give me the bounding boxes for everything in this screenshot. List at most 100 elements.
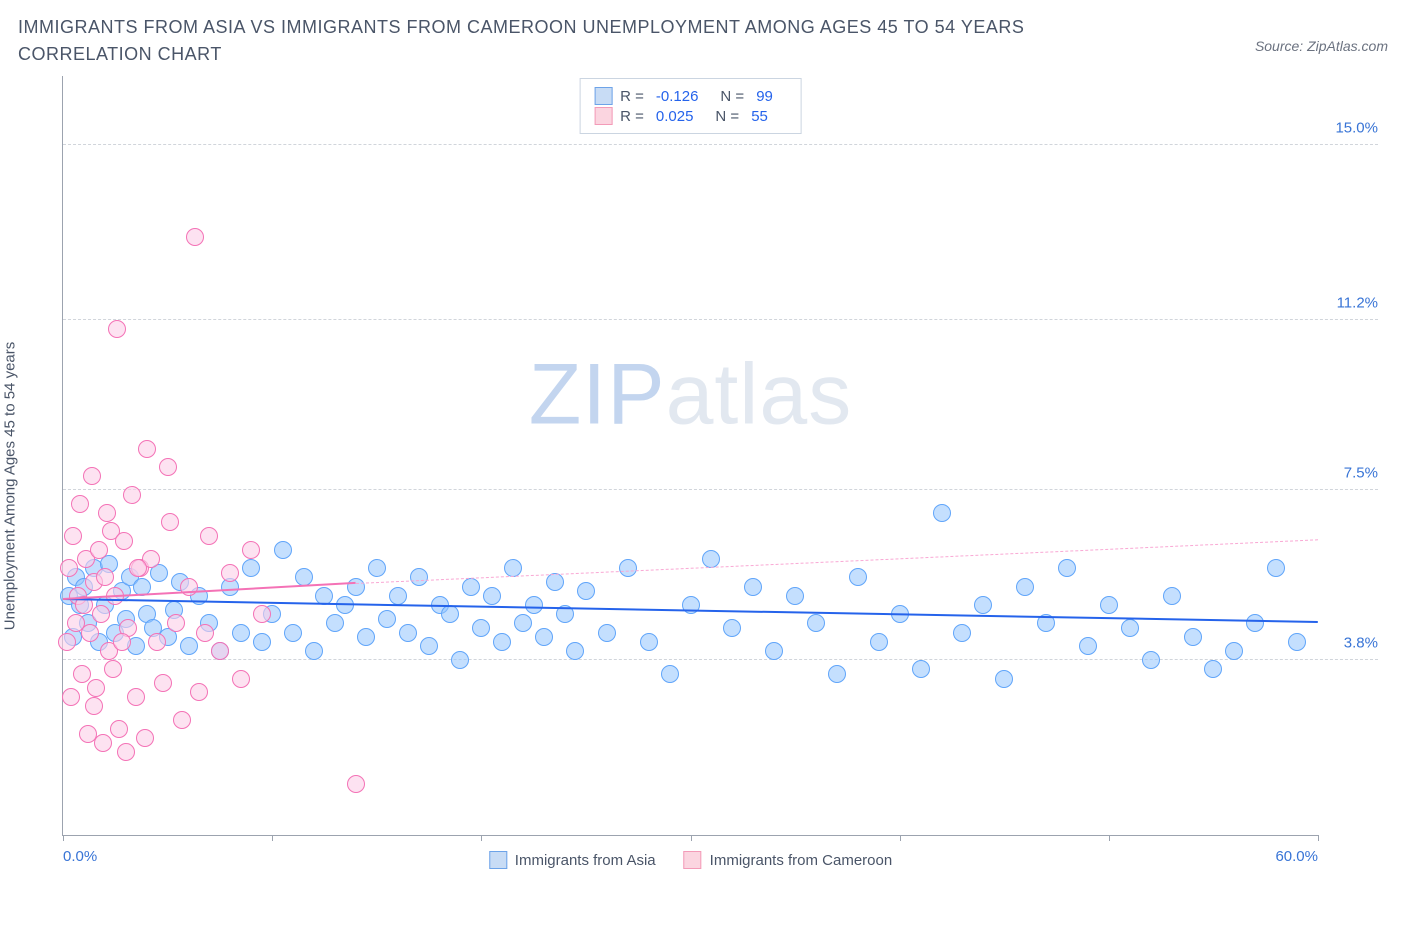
point-asia: [870, 633, 888, 651]
point-asia: [786, 587, 804, 605]
point-asia: [472, 619, 490, 637]
point-asia: [441, 605, 459, 623]
x-tick: [900, 835, 901, 841]
x-tick: [63, 835, 64, 841]
point-cameroon: [62, 688, 80, 706]
point-asia: [525, 596, 543, 614]
point-cameroon: [87, 679, 105, 697]
legend-swatch-cameroon: [594, 107, 612, 125]
point-asia: [1016, 578, 1034, 596]
point-asia: [974, 596, 992, 614]
point-asia: [389, 587, 407, 605]
point-asia: [305, 642, 323, 660]
point-asia: [1246, 614, 1264, 632]
point-asia: [723, 619, 741, 637]
chart-title: IMMIGRANTS FROM ASIA VS IMMIGRANTS FROM …: [18, 14, 1118, 68]
point-cameroon: [127, 688, 145, 706]
watermark: ZIPatlas: [529, 345, 852, 444]
point-asia: [1100, 596, 1118, 614]
point-asia: [1184, 628, 1202, 646]
point-cameroon: [90, 541, 108, 559]
trend-line: [356, 540, 1318, 585]
point-cameroon: [58, 633, 76, 651]
point-asia: [410, 568, 428, 586]
point-asia: [1058, 559, 1076, 577]
legend-stats: R = -0.126 N = 99 R = 0.025 N = 55: [579, 78, 802, 134]
legend-swatch-asia: [594, 87, 612, 105]
point-asia: [357, 628, 375, 646]
point-asia: [807, 614, 825, 632]
point-cameroon: [113, 633, 131, 651]
point-cameroon: [211, 642, 229, 660]
x-tick: [691, 835, 692, 841]
point-cameroon: [92, 605, 110, 623]
point-asia: [953, 624, 971, 642]
point-cameroon: [159, 458, 177, 476]
point-asia: [535, 628, 553, 646]
x-tick: [272, 835, 273, 841]
point-asia: [744, 578, 762, 596]
point-cameroon: [190, 683, 208, 701]
point-cameroon: [98, 504, 116, 522]
point-cameroon: [138, 440, 156, 458]
point-asia: [1163, 587, 1181, 605]
gridline: [63, 489, 1378, 490]
y-tick-label: 15.0%: [1335, 120, 1378, 137]
point-cameroon: [81, 624, 99, 642]
point-asia: [1288, 633, 1306, 651]
point-cameroon: [96, 568, 114, 586]
point-cameroon: [83, 467, 101, 485]
point-cameroon: [221, 564, 239, 582]
point-asia: [1121, 619, 1139, 637]
point-asia: [912, 660, 930, 678]
point-asia: [619, 559, 637, 577]
y-tick-label: 11.2%: [1337, 294, 1378, 311]
point-cameroon: [186, 228, 204, 246]
point-asia: [284, 624, 302, 642]
gridline: [63, 319, 1378, 320]
point-cameroon: [60, 559, 78, 577]
point-cameroon: [115, 532, 133, 550]
x-tick-label: 0.0%: [63, 848, 97, 865]
point-asia: [368, 559, 386, 577]
point-cameroon: [200, 527, 218, 545]
point-asia: [577, 582, 595, 600]
point-asia: [640, 633, 658, 651]
point-asia: [933, 504, 951, 522]
legend-stats-row: R = 0.025 N = 55: [594, 107, 787, 125]
point-asia: [504, 559, 522, 577]
point-asia: [462, 578, 480, 596]
point-asia: [232, 624, 250, 642]
point-asia: [514, 614, 532, 632]
point-cameroon: [117, 743, 135, 761]
scatter-plot: ZIPatlas R = -0.126 N = 99 R = 0.025 N =…: [62, 76, 1318, 836]
point-cameroon: [85, 697, 103, 715]
point-asia: [451, 651, 469, 669]
point-cameroon: [64, 527, 82, 545]
legend-item-cameroon: Immigrants from Cameroon: [684, 851, 893, 869]
point-cameroon: [242, 541, 260, 559]
point-cameroon: [173, 711, 191, 729]
point-asia: [765, 642, 783, 660]
point-asia: [598, 624, 616, 642]
y-axis-label: Unemployment Among Ages 45 to 54 years: [2, 342, 19, 631]
legend-series: Immigrants from Asia Immigrants from Cam…: [489, 851, 892, 869]
x-tick: [1318, 835, 1319, 841]
point-cameroon: [161, 513, 179, 531]
gridline: [63, 144, 1378, 145]
point-asia: [661, 665, 679, 683]
x-tick: [1109, 835, 1110, 841]
point-asia: [995, 670, 1013, 688]
point-cameroon: [108, 320, 126, 338]
point-asia: [378, 610, 396, 628]
point-asia: [483, 587, 501, 605]
point-asia: [1204, 660, 1222, 678]
point-asia: [828, 665, 846, 683]
legend-stats-row: R = -0.126 N = 99: [594, 87, 787, 105]
point-asia: [1225, 642, 1243, 660]
point-asia: [1142, 651, 1160, 669]
legend-item-asia: Immigrants from Asia: [489, 851, 656, 869]
point-asia: [253, 633, 271, 651]
point-asia: [1267, 559, 1285, 577]
point-cameroon: [129, 559, 147, 577]
